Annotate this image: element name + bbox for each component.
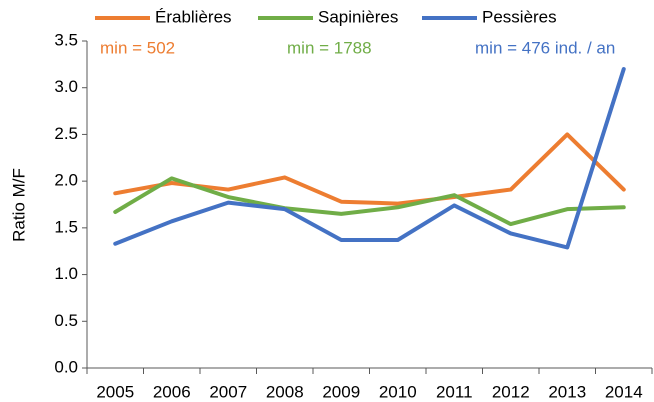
x-tick-label: 2007 <box>209 382 247 401</box>
x-tick-label: 2011 <box>436 382 473 401</box>
data-line <box>113 132 626 206</box>
y-tick-label: 1.5 <box>54 217 78 236</box>
y-tick-label: 0.5 <box>54 311 78 330</box>
annotation: min = 476 ind. / an <box>475 38 615 57</box>
annotation: min = 1788 <box>287 38 372 57</box>
x-tick-label: 2012 <box>492 382 530 401</box>
y-axis-label: Ratio M/F <box>9 168 28 242</box>
y-tick-label: 2.0 <box>54 171 78 190</box>
x-tick-label: 2010 <box>379 382 417 401</box>
x-tick-label: 2006 <box>153 382 191 401</box>
y-tick-label: 0.0 <box>54 357 78 376</box>
legend-label: Érablières <box>155 7 232 26</box>
legend-label: Sapinières <box>318 7 398 26</box>
x-tick-label: 2005 <box>96 382 134 401</box>
x-tick-label: 2009 <box>322 382 360 401</box>
y-tick-label: 2.5 <box>54 124 78 143</box>
y-tick-label: 3.0 <box>54 77 78 96</box>
x-tick-label: 2014 <box>605 382 643 401</box>
data-line <box>113 176 626 227</box>
x-tick-label: 2008 <box>266 382 304 401</box>
x-tick-label: 2013 <box>548 382 586 401</box>
annotation: min = 502 <box>100 38 175 57</box>
y-tick-label: 1.0 <box>54 264 78 283</box>
legend-label: Pessières <box>482 7 557 26</box>
data-line <box>113 67 626 250</box>
y-tick-label: 3.5 <box>54 30 78 49</box>
